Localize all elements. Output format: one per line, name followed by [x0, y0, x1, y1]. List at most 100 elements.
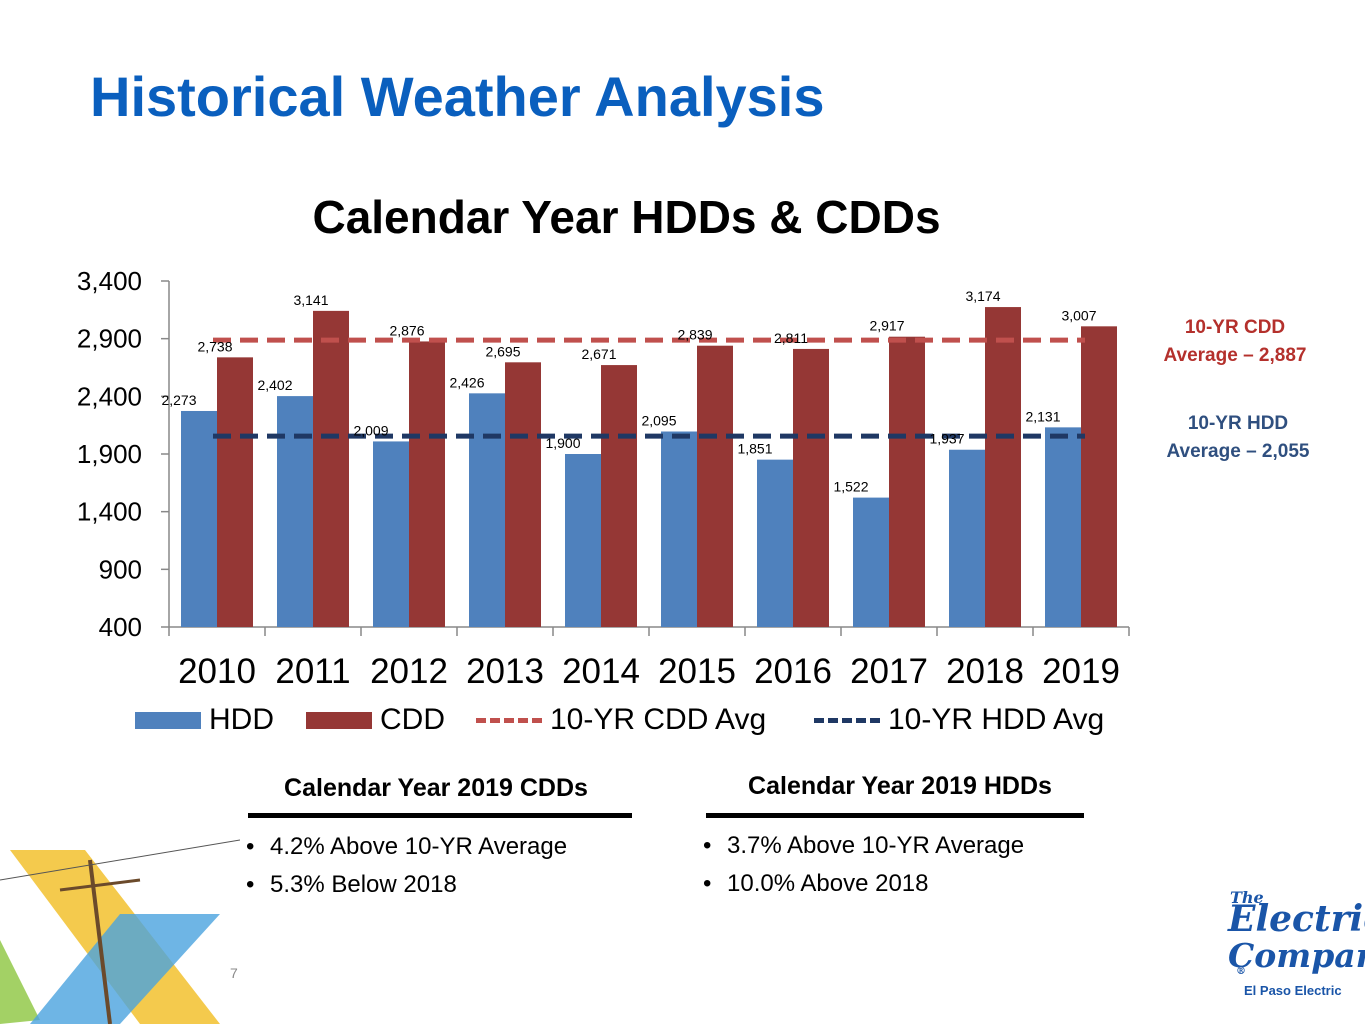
bar-cdd	[889, 336, 925, 627]
x-tick-label: 2016	[754, 652, 832, 691]
legend-item-hdd: HDD	[135, 700, 274, 740]
data-label-cdd: 2,695	[485, 343, 520, 359]
logo-line-electric: Electric	[1228, 898, 1365, 940]
hdd-summary-list: 3.7% Above 10-YR Average 10.0% Above 201…	[703, 827, 1024, 903]
cdd-summary-heading: Calendar Year 2019 CDDs	[284, 774, 588, 802]
legend-item-hdd-avg: 10-YR HDD Avg	[814, 700, 1104, 740]
bar-cdd	[313, 310, 349, 627]
legend-label-hdd: HDD	[209, 703, 274, 736]
bar-cdd	[409, 341, 445, 627]
y-tick-label: 400	[99, 612, 142, 642]
data-label-hdd: 1,937	[929, 431, 964, 447]
data-label-hdd: 1,522	[833, 479, 868, 495]
bar-cdd	[985, 307, 1021, 627]
bar-hdd	[853, 497, 889, 627]
decor-power-line	[0, 839, 240, 881]
legend-item-cdd-avg: 10-YR CDD Avg	[476, 700, 766, 740]
legend-label-cdd: CDD	[380, 703, 445, 736]
legend-item-cdd: CDD	[306, 700, 445, 740]
y-tick-label: 1,900	[77, 439, 142, 469]
bar-cdd	[793, 348, 829, 627]
bar-hdd	[661, 431, 697, 627]
list-item: 10.0% Above 2018	[703, 865, 1024, 903]
bar-hdd	[373, 441, 409, 627]
decorative-x-graphic	[0, 839, 240, 1024]
x-tick-label: 2010	[178, 652, 256, 691]
data-label-hdd: 2,009	[353, 422, 388, 438]
cdd-summary-list: 4.2% Above 10-YR Average 5.3% Below 2018	[246, 828, 567, 904]
bar-cdd	[1081, 326, 1117, 627]
data-label-cdd: 2,876	[389, 322, 424, 338]
data-label-cdd: 3,174	[965, 288, 1000, 304]
hdd-summary-heading: Calendar Year 2019 HDDs	[748, 772, 1052, 800]
hdd-average-annotation: 10-YR HDD Average – 2,055	[1138, 410, 1338, 466]
data-label-cdd: 2,811	[774, 330, 808, 346]
data-label-hdd: 2,273	[161, 392, 196, 408]
y-tick-label: 900	[99, 554, 142, 584]
hdd-heading-divider	[706, 813, 1084, 818]
decor-blue-band	[30, 914, 220, 1024]
list-item: 5.3% Below 2018	[246, 866, 567, 904]
chart-title: Calendar Year HDDs & CDDs	[312, 191, 941, 243]
y-tick-label: 1,400	[77, 497, 142, 527]
cdd-average-label-line1: 10-YR CDD	[1184, 317, 1286, 338]
x-tick-label: 2018	[946, 652, 1024, 691]
cdd-heading-divider	[248, 813, 632, 818]
x-tick-label: 2011	[275, 652, 350, 691]
list-item: 4.2% Above 10-YR Average	[246, 828, 567, 866]
data-label-hdd: 1,900	[545, 435, 580, 451]
bar-chart: 400 900 1,400 1,900 2,400 2,900 3,400 2010 2011 2…	[77, 266, 1130, 691]
decor-pole-crossarm	[59, 878, 141, 892]
data-label-hdd: 2,095	[641, 413, 676, 429]
legend-swatch-hdd	[135, 711, 201, 729]
decor-green-band	[0, 940, 40, 1024]
x-tick-label: 2012	[370, 652, 448, 691]
cdd-average-label-line2: Average – 2,887	[1163, 345, 1307, 366]
x-tick-label: 2019	[1042, 652, 1120, 691]
data-label-hdd: 2,426	[449, 374, 484, 390]
data-label-hdd: 2,131	[1025, 408, 1060, 424]
cdd-average-annotation: 10-YR CDD Average – 2,887	[1135, 314, 1335, 370]
data-label-hdd: 2,402	[257, 377, 292, 393]
data-label-cdd: 3,141	[293, 292, 328, 308]
legend-swatch-hdd-avg	[814, 717, 880, 723]
el-paso-electric-logo: The Electric Company ® El Paso Electric	[1222, 888, 1365, 1003]
y-tick-label: 2,400	[77, 381, 142, 411]
bar-hdd	[469, 393, 505, 627]
list-item: 3.7% Above 10-YR Average	[703, 827, 1024, 865]
legend-swatch-cdd	[306, 711, 372, 729]
bar-hdd	[949, 449, 985, 627]
page-number: 7	[230, 965, 238, 981]
data-label-hdd: 1,851	[737, 441, 772, 457]
logo-line-the: The	[1230, 888, 1264, 907]
bar-hdd	[277, 396, 313, 627]
x-tick-label: 2014	[562, 652, 640, 691]
logo-registered-mark: ®	[1236, 966, 1246, 977]
chart-legend: HDD CDD 10-YR CDD Avg 10-YR HDD Avg	[0, 700, 1365, 740]
y-tick-label: 2,900	[77, 324, 142, 354]
bar-cdd	[601, 365, 637, 627]
hdd-average-label-line2: Average – 2,055	[1166, 441, 1310, 462]
data-label-cdd: 3,007	[1061, 307, 1096, 323]
bar-cdd	[697, 345, 733, 627]
legend-swatch-cdd-avg	[476, 717, 542, 723]
data-label-cdd: 2,671	[581, 346, 616, 362]
bar-cdd	[505, 362, 541, 627]
logo-line-company: Company	[1228, 936, 1365, 975]
data-label-cdd: 2,917	[869, 318, 904, 334]
hdd-average-label-line1: 10-YR HDD	[1187, 413, 1289, 434]
legend-label-hdd-avg: 10-YR HDD Avg	[888, 703, 1105, 736]
x-tick-label: 2017	[850, 652, 928, 691]
x-tick-label: 2013	[466, 652, 544, 691]
bar-hdd	[1045, 427, 1081, 627]
logo-subtitle: El Paso Electric	[1244, 983, 1342, 998]
x-tick-label: 2015	[658, 652, 736, 691]
data-label-cdd: 2,738	[197, 338, 232, 354]
bar-hdd	[565, 454, 601, 627]
bar-hdd	[181, 410, 217, 627]
legend-label-cdd-avg: 10-YR CDD Avg	[550, 703, 767, 736]
bar-hdd	[757, 459, 793, 627]
slide-title: Historical Weather Analysis	[90, 65, 825, 128]
data-label-cdd: 2,839	[677, 327, 712, 343]
bar-cdd	[217, 357, 253, 627]
